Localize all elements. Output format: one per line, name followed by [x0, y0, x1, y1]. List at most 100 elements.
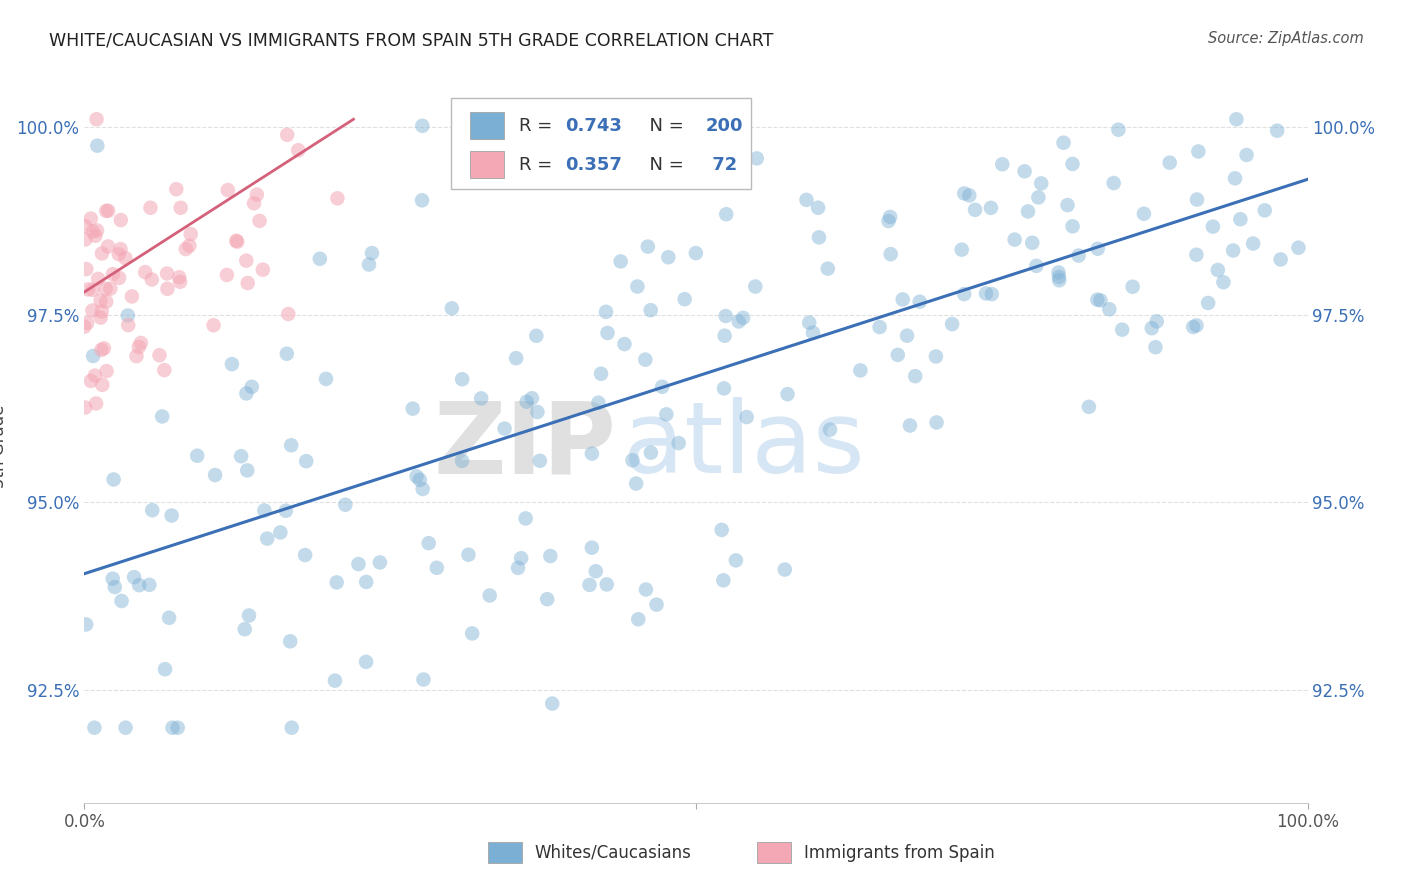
Text: ZIP: ZIP [433, 398, 616, 494]
Point [1202, 219, 1225, 234]
Point [1047, 265, 1070, 279]
Point [90, 293, 112, 308]
Point [634, 582, 657, 597]
Point [90, 304, 112, 318]
Bar [758, 842, 792, 863]
Point [280, 721, 302, 735]
Point [714, 309, 737, 323]
Point [253, 503, 276, 517]
Point [685, 246, 707, 260]
Point [94, 282, 117, 296]
Point [215, 268, 238, 282]
Point [470, 392, 492, 406]
Point [101, 572, 124, 586]
Point [879, 210, 901, 224]
Point [77, 282, 100, 296]
Point [950, 243, 973, 257]
Point [713, 328, 735, 343]
Point [1288, 241, 1310, 255]
Point [776, 387, 799, 401]
Point [361, 246, 384, 260]
Point [308, 252, 330, 266]
Point [1056, 198, 1078, 212]
Point [461, 626, 484, 640]
Point [807, 230, 830, 244]
Point [409, 473, 432, 487]
Point [229, 449, 252, 463]
Point [457, 548, 479, 562]
Point [640, 445, 662, 459]
Point [295, 454, 318, 468]
Point [716, 207, 738, 221]
Bar [470, 112, 503, 139]
Point [117, 309, 139, 323]
Point [541, 697, 564, 711]
Point [84, 396, 107, 410]
Point [325, 575, 347, 590]
Point [96, 294, 118, 309]
Point [276, 347, 298, 361]
Point [1047, 273, 1070, 287]
Point [626, 279, 648, 293]
Point [114, 251, 136, 265]
Point [818, 423, 841, 437]
Bar [488, 842, 522, 863]
Point [110, 213, 132, 227]
Point [86, 112, 108, 127]
Point [169, 201, 191, 215]
Point [849, 363, 872, 377]
Point [1197, 296, 1219, 310]
Point [613, 337, 636, 351]
Point [1004, 233, 1026, 247]
Point [138, 578, 160, 592]
Point [735, 410, 758, 425]
Point [451, 372, 474, 386]
Point [323, 673, 346, 688]
Point [122, 570, 145, 584]
Point [97, 203, 120, 218]
Point [117, 318, 139, 332]
Point [96, 203, 118, 218]
Point [1077, 400, 1099, 414]
Point [1182, 320, 1205, 334]
Point [621, 453, 644, 467]
Point [412, 673, 434, 687]
Point [451, 454, 474, 468]
Point [294, 548, 316, 562]
Point [128, 340, 150, 354]
Point [91, 377, 114, 392]
Point [980, 201, 1002, 215]
Point [1031, 177, 1053, 191]
Point [634, 352, 657, 367]
Point [1062, 219, 1084, 234]
Point [75, 219, 97, 233]
Point [287, 143, 309, 157]
Point [991, 157, 1014, 171]
Point [221, 357, 243, 371]
Point [80, 211, 103, 226]
Point [75, 232, 97, 246]
Point [731, 310, 754, 325]
Point [980, 287, 1002, 301]
Point [624, 476, 647, 491]
Point [578, 578, 600, 592]
Point [97, 239, 120, 253]
Point [73, 319, 96, 334]
Point [1206, 263, 1229, 277]
Point [108, 271, 131, 285]
Point [225, 234, 247, 248]
Text: N =: N = [638, 117, 690, 135]
Point [156, 282, 179, 296]
Point [114, 721, 136, 735]
Point [129, 335, 152, 350]
Point [405, 469, 427, 483]
Point [688, 147, 710, 161]
Point [898, 418, 921, 433]
Point [411, 119, 433, 133]
Point [96, 364, 118, 378]
Point [412, 482, 434, 496]
Point [520, 391, 543, 405]
Point [1102, 176, 1125, 190]
Text: Source: ZipAtlas.com: Source: ZipAtlas.com [1208, 31, 1364, 46]
Point [651, 380, 673, 394]
